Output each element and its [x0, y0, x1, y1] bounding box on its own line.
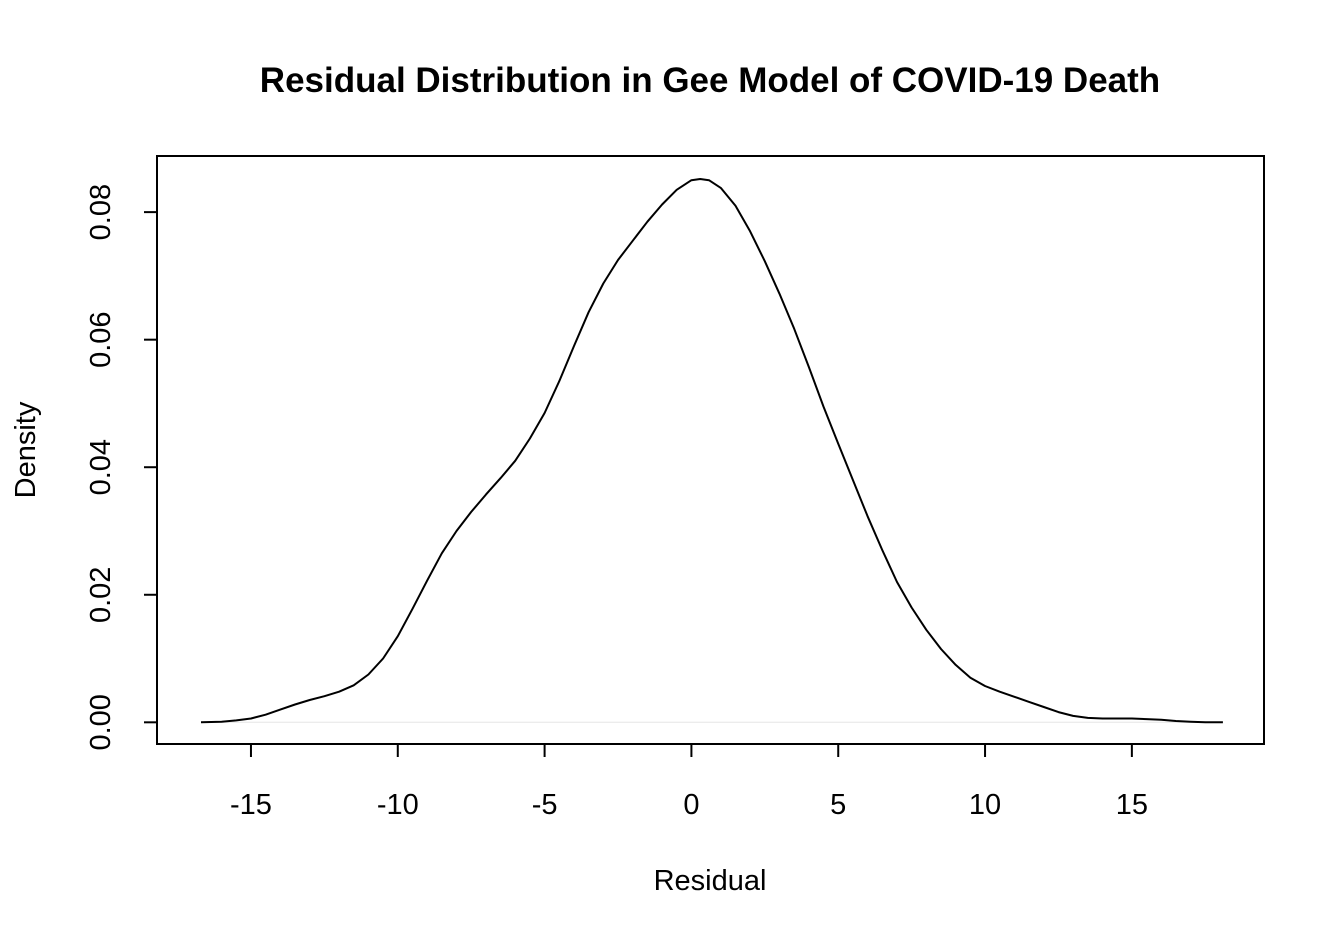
y-axis-label: Density: [10, 401, 42, 498]
y-tick-label: 0.04: [85, 439, 117, 495]
x-tick-label: -5: [532, 789, 558, 821]
x-tick-label: 5: [830, 789, 846, 821]
x-axis: -15 -10 -5 0 5 10 15: [230, 743, 1148, 821]
y-tick-label: 0.02: [85, 567, 117, 623]
y-tick-label: 0.00: [85, 694, 117, 750]
y-tick-label: 0.08: [85, 184, 117, 240]
density-curve: [200, 178, 1223, 724]
plot-region: [156, 155, 1265, 745]
x-tick-label: 10: [969, 789, 1001, 821]
x-tick-label: 15: [1116, 789, 1148, 821]
y-tick-label: 0.06: [85, 311, 117, 367]
x-tick-label: -15: [230, 789, 272, 821]
x-axis-label: Residual: [654, 865, 767, 897]
plot-frame: [156, 155, 1265, 745]
x-tick-label: -10: [377, 789, 419, 821]
y-axis: 0.00 0.02 0.04 0.06 0.08: [85, 184, 158, 751]
x-tick-label: 0: [683, 789, 699, 821]
chart-title: Residual Distribution in Gee Model of CO…: [260, 61, 1160, 100]
